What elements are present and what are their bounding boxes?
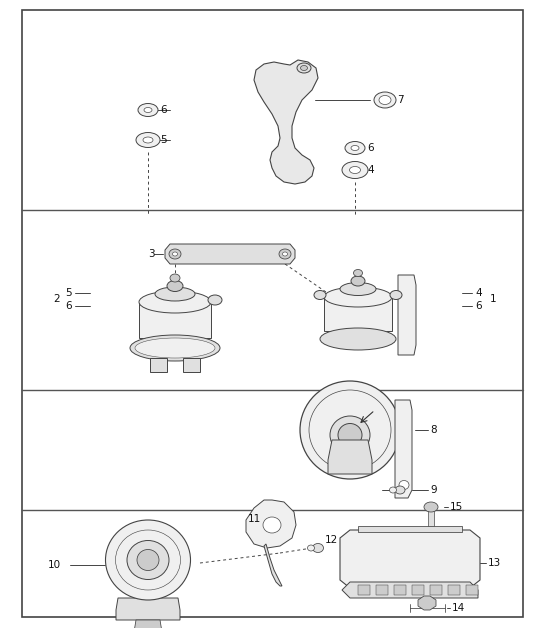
Text: 12: 12 bbox=[325, 535, 338, 545]
Text: 5: 5 bbox=[160, 135, 167, 145]
Text: 7: 7 bbox=[397, 95, 404, 105]
Polygon shape bbox=[254, 60, 318, 184]
Ellipse shape bbox=[282, 252, 288, 256]
Ellipse shape bbox=[395, 486, 405, 494]
Ellipse shape bbox=[136, 133, 160, 148]
Text: 2: 2 bbox=[53, 294, 60, 304]
Ellipse shape bbox=[314, 291, 326, 300]
Ellipse shape bbox=[144, 107, 152, 112]
Text: 10: 10 bbox=[48, 560, 61, 570]
Polygon shape bbox=[165, 244, 295, 264]
Ellipse shape bbox=[138, 104, 158, 117]
Ellipse shape bbox=[169, 249, 181, 259]
Polygon shape bbox=[358, 585, 370, 595]
Text: 6: 6 bbox=[65, 301, 72, 311]
Ellipse shape bbox=[342, 161, 368, 178]
Ellipse shape bbox=[106, 520, 191, 600]
Ellipse shape bbox=[330, 416, 370, 454]
Polygon shape bbox=[412, 585, 424, 595]
Polygon shape bbox=[358, 526, 462, 532]
Polygon shape bbox=[430, 585, 442, 595]
Ellipse shape bbox=[312, 543, 324, 553]
Ellipse shape bbox=[170, 274, 180, 282]
Polygon shape bbox=[394, 585, 406, 595]
Ellipse shape bbox=[390, 291, 402, 300]
Text: 1: 1 bbox=[490, 294, 496, 304]
Polygon shape bbox=[324, 297, 392, 331]
Ellipse shape bbox=[351, 276, 365, 286]
Polygon shape bbox=[246, 500, 296, 548]
Ellipse shape bbox=[155, 287, 195, 301]
Polygon shape bbox=[342, 582, 478, 598]
Ellipse shape bbox=[379, 95, 391, 104]
Text: 3: 3 bbox=[148, 249, 155, 259]
Ellipse shape bbox=[143, 137, 153, 143]
Text: 5: 5 bbox=[65, 288, 72, 298]
Text: 6: 6 bbox=[475, 301, 482, 311]
Ellipse shape bbox=[116, 530, 180, 590]
Ellipse shape bbox=[300, 65, 307, 70]
Text: 11: 11 bbox=[248, 514, 261, 524]
Text: 6: 6 bbox=[367, 143, 374, 153]
Polygon shape bbox=[264, 544, 282, 586]
Text: 15: 15 bbox=[450, 502, 463, 512]
Polygon shape bbox=[376, 585, 388, 595]
Text: 4: 4 bbox=[475, 288, 482, 298]
Ellipse shape bbox=[338, 423, 362, 447]
Ellipse shape bbox=[320, 328, 396, 350]
Polygon shape bbox=[398, 275, 416, 355]
Text: 6: 6 bbox=[160, 105, 167, 115]
Ellipse shape bbox=[307, 545, 314, 551]
Ellipse shape bbox=[309, 390, 391, 470]
Text: 14: 14 bbox=[452, 603, 465, 613]
Ellipse shape bbox=[324, 287, 392, 307]
Text: 8: 8 bbox=[430, 425, 437, 435]
Polygon shape bbox=[428, 510, 434, 526]
Ellipse shape bbox=[354, 269, 362, 276]
Ellipse shape bbox=[374, 92, 396, 108]
Ellipse shape bbox=[167, 281, 183, 291]
Ellipse shape bbox=[139, 291, 211, 313]
Text: 9: 9 bbox=[430, 485, 437, 495]
Ellipse shape bbox=[173, 252, 178, 256]
Text: 13: 13 bbox=[488, 558, 501, 568]
Polygon shape bbox=[340, 530, 480, 588]
Ellipse shape bbox=[127, 541, 169, 580]
Ellipse shape bbox=[263, 517, 281, 533]
Ellipse shape bbox=[279, 249, 291, 259]
Polygon shape bbox=[183, 358, 200, 372]
Ellipse shape bbox=[300, 381, 400, 479]
Text: 4: 4 bbox=[367, 165, 374, 175]
Polygon shape bbox=[418, 596, 436, 610]
Ellipse shape bbox=[137, 550, 159, 570]
Ellipse shape bbox=[424, 502, 438, 512]
Polygon shape bbox=[150, 358, 167, 372]
Ellipse shape bbox=[297, 63, 311, 73]
Polygon shape bbox=[116, 598, 180, 620]
Ellipse shape bbox=[340, 283, 376, 296]
Polygon shape bbox=[328, 440, 372, 474]
Ellipse shape bbox=[399, 480, 409, 489]
Ellipse shape bbox=[351, 146, 359, 151]
Ellipse shape bbox=[345, 141, 365, 154]
Ellipse shape bbox=[135, 338, 215, 358]
Ellipse shape bbox=[349, 166, 360, 173]
Ellipse shape bbox=[390, 487, 397, 493]
Polygon shape bbox=[134, 620, 162, 628]
Ellipse shape bbox=[208, 295, 222, 305]
Polygon shape bbox=[139, 302, 211, 338]
Polygon shape bbox=[448, 585, 460, 595]
Polygon shape bbox=[466, 585, 478, 595]
Ellipse shape bbox=[130, 335, 220, 361]
Polygon shape bbox=[395, 400, 412, 498]
